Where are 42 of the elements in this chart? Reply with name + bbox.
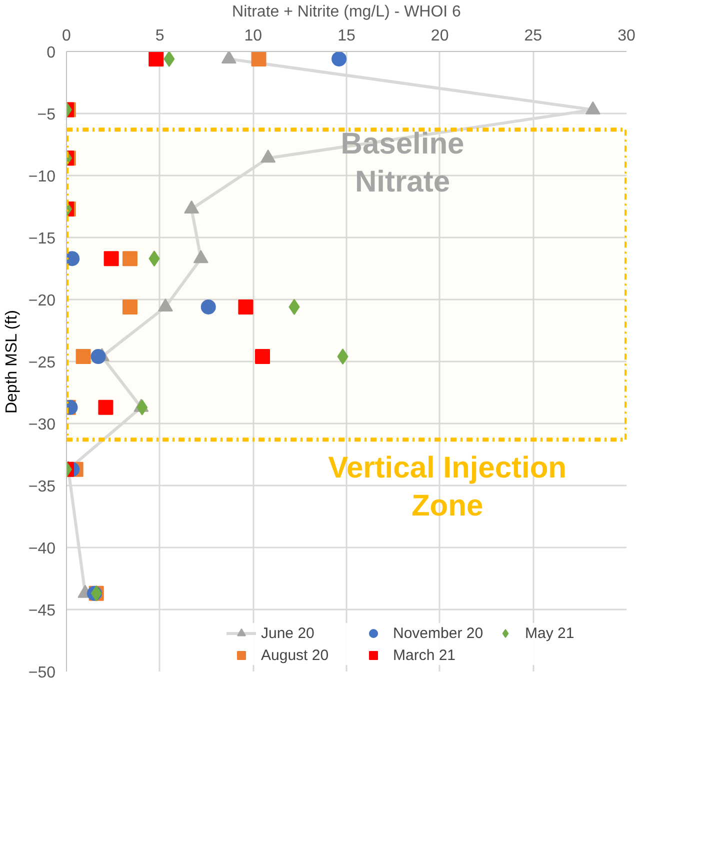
point <box>221 52 236 64</box>
y-tick-label: −30 <box>28 416 56 434</box>
point <box>122 251 138 266</box>
point <box>164 52 175 67</box>
y-tick-label: −40 <box>28 540 56 558</box>
y-tick-label: −25 <box>28 354 56 372</box>
point <box>148 52 164 66</box>
annotation: Baseline Nitrate <box>340 128 464 199</box>
y-axis-title: Depth MSL (ft) <box>3 310 20 414</box>
y-tick-label: −35 <box>28 478 56 496</box>
point <box>251 52 266 66</box>
point <box>200 299 216 314</box>
point <box>238 299 254 314</box>
y-tick-label: 0 <box>46 44 56 62</box>
legend-label: March 21 <box>393 646 457 664</box>
point <box>98 400 114 415</box>
x-tick-label: 25 <box>524 28 542 44</box>
y-tick-label: −5 <box>37 106 56 124</box>
point <box>66 251 80 266</box>
point <box>122 299 138 314</box>
point <box>76 349 91 364</box>
y-tick-label: −50 <box>28 664 56 682</box>
y-tick-label: −45 <box>28 602 56 620</box>
x-tick-label: 15 <box>338 28 356 44</box>
legend-label: May 21 <box>525 624 576 642</box>
point <box>255 349 270 364</box>
y-tick-label: −10 <box>28 168 56 186</box>
x-tick-label: 10 <box>244 28 262 44</box>
legend-label: June 20 <box>261 624 316 642</box>
y-tick-label: −20 <box>28 292 56 310</box>
band-label: Vertical Injection Zone <box>328 452 567 523</box>
point <box>104 251 119 266</box>
x-tick-label: 0 <box>62 28 72 44</box>
legend-label: August 20 <box>261 646 330 664</box>
x-tick-label: 20 <box>430 28 449 44</box>
point <box>332 52 347 66</box>
x-tick-label: 5 <box>155 28 164 44</box>
point <box>90 349 106 364</box>
legend-label: November 20 <box>393 624 484 642</box>
x-tick-label: 30 <box>618 28 636 44</box>
x-axis-title: Nitrate + Nitrite (mg/L) - WHOI 6 <box>232 4 462 20</box>
y-tick-label: −15 <box>28 230 56 248</box>
